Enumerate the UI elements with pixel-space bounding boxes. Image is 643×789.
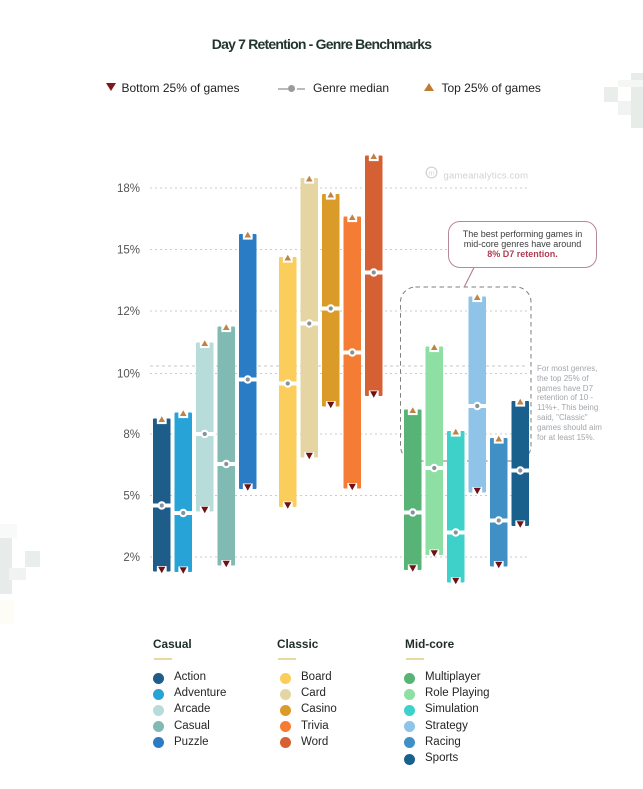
- svg-text:2%: 2%: [123, 552, 140, 564]
- svg-text:15%: 15%: [117, 245, 140, 257]
- svg-text:gameanalytics.com: gameanalytics.com: [444, 170, 529, 181]
- svg-text:18%: 18%: [117, 183, 140, 195]
- svg-text:10%: 10%: [117, 369, 140, 381]
- svg-text:12%: 12%: [117, 306, 140, 318]
- svg-text:8%: 8%: [123, 429, 140, 441]
- svg-text:m: m: [428, 168, 434, 177]
- svg-text:5%: 5%: [123, 491, 140, 503]
